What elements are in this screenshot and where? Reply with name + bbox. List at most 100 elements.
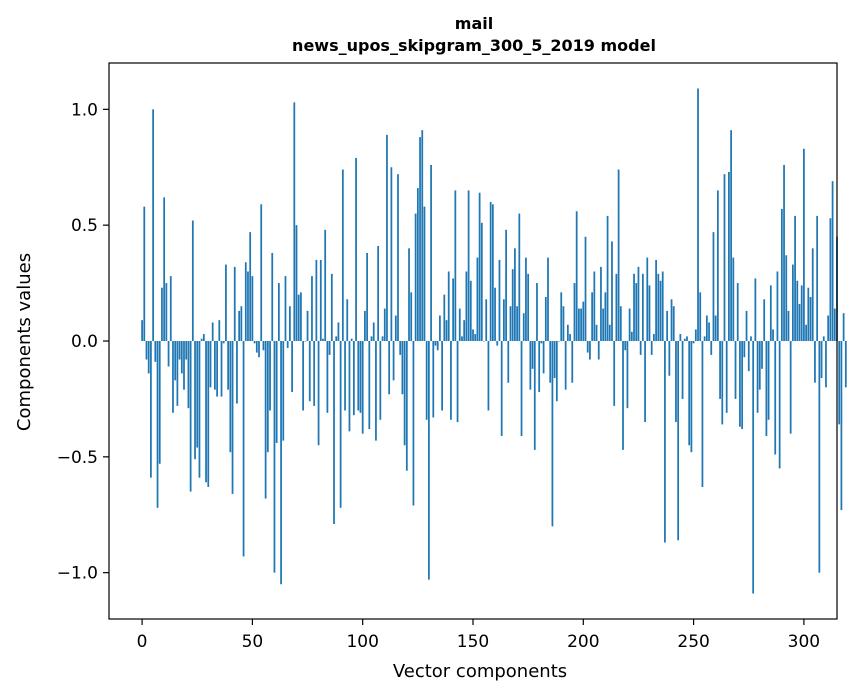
bar-277 <box>752 341 755 594</box>
bar-199 <box>580 308 582 341</box>
x-tick-label: 0 <box>137 632 148 652</box>
bar-185 <box>549 341 552 383</box>
bar-242 <box>675 341 677 423</box>
bar-290 <box>780 208 783 341</box>
bar-139 <box>447 271 450 341</box>
bar-119 <box>403 341 406 446</box>
bar-270 <box>736 283 739 341</box>
bar-289 <box>778 341 781 469</box>
bar-224 <box>635 283 638 341</box>
y-tick-label: 0.5 <box>71 216 98 236</box>
bar-317 <box>840 341 843 511</box>
bar-45 <box>240 306 243 341</box>
bar-35 <box>218 320 221 341</box>
chart-subtitle: news_upos_skipgram_300_5_2019 model <box>292 36 656 55</box>
bar-169 <box>514 248 516 341</box>
bar-181 <box>540 341 543 344</box>
bar-194 <box>569 334 571 341</box>
bar-146 <box>463 320 466 341</box>
bar-155 <box>483 341 485 342</box>
bar-247 <box>686 336 688 341</box>
bar-282 <box>763 299 766 341</box>
bar-1 <box>143 206 146 341</box>
bar-93 <box>346 299 349 341</box>
bar-3 <box>147 341 150 374</box>
bar-159 <box>491 204 494 341</box>
bar-299 <box>800 285 803 341</box>
bar-123 <box>412 341 415 506</box>
bar-148 <box>467 190 470 341</box>
bar-97 <box>355 157 357 341</box>
bar-207 <box>597 341 600 360</box>
bar-291 <box>783 164 785 341</box>
bars <box>141 88 847 594</box>
bar-37 <box>222 341 225 344</box>
bar-196 <box>573 283 576 341</box>
bar-48 <box>247 271 249 341</box>
bar-249 <box>690 341 693 453</box>
bar-71 <box>297 294 300 341</box>
bar-6 <box>154 341 157 362</box>
bar-195 <box>571 341 574 383</box>
bar-293 <box>787 310 790 341</box>
bar-267 <box>730 130 732 341</box>
bar-58 <box>269 341 271 411</box>
bar-308 <box>820 341 823 379</box>
bar-217 <box>619 306 622 341</box>
bar-15 <box>174 341 177 381</box>
bar-101 <box>364 310 366 341</box>
x-tick-label: 150 <box>457 632 489 652</box>
bar-276 <box>750 336 752 341</box>
bar-74 <box>304 341 307 342</box>
bar-25 <box>196 341 199 448</box>
bar-8 <box>158 341 161 464</box>
bar-158 <box>489 202 492 341</box>
bar-43 <box>236 341 238 404</box>
bar-186 <box>551 341 554 527</box>
bar-69 <box>293 102 296 341</box>
bar-182 <box>542 341 545 374</box>
bar-166 <box>507 341 510 383</box>
bar-245 <box>681 341 684 399</box>
bar-4 <box>150 341 152 478</box>
bar-126 <box>419 137 421 341</box>
bar-129 <box>425 341 428 420</box>
bar-19 <box>183 341 185 390</box>
bar-36 <box>220 341 223 397</box>
bar-113 <box>390 167 393 341</box>
bar-21 <box>187 341 190 409</box>
bar-121 <box>408 248 410 341</box>
bar-116 <box>397 174 399 341</box>
bar-54 <box>260 204 263 341</box>
bar-50 <box>251 276 254 341</box>
bar-20 <box>185 341 188 360</box>
bar-41 <box>231 341 234 494</box>
bar-26 <box>198 341 201 478</box>
bar-316 <box>838 341 841 425</box>
bar-68 <box>291 341 293 392</box>
bar-109 <box>381 336 384 341</box>
bar-55 <box>262 341 265 351</box>
bar-220 <box>626 341 629 409</box>
bar-227 <box>641 273 644 341</box>
bar-258 <box>710 341 713 355</box>
bar-248 <box>688 341 691 446</box>
bar-232 <box>653 334 655 341</box>
bar-107 <box>377 246 380 341</box>
bar-85 <box>328 341 331 355</box>
bar-23 <box>191 220 194 341</box>
bar-294 <box>789 341 792 434</box>
bar-160 <box>494 287 496 341</box>
bar-136 <box>441 341 443 411</box>
bar-5 <box>152 109 154 341</box>
bar-147 <box>465 271 468 341</box>
bar-38 <box>225 264 227 341</box>
y-tick-label: 1.0 <box>71 100 98 120</box>
bar-32 <box>211 322 214 341</box>
bar-151 <box>474 334 477 341</box>
bar-237 <box>664 341 666 543</box>
bar-184 <box>547 257 549 341</box>
bar-144 <box>458 308 461 341</box>
bar-39 <box>227 341 229 390</box>
bar-233 <box>655 259 657 341</box>
